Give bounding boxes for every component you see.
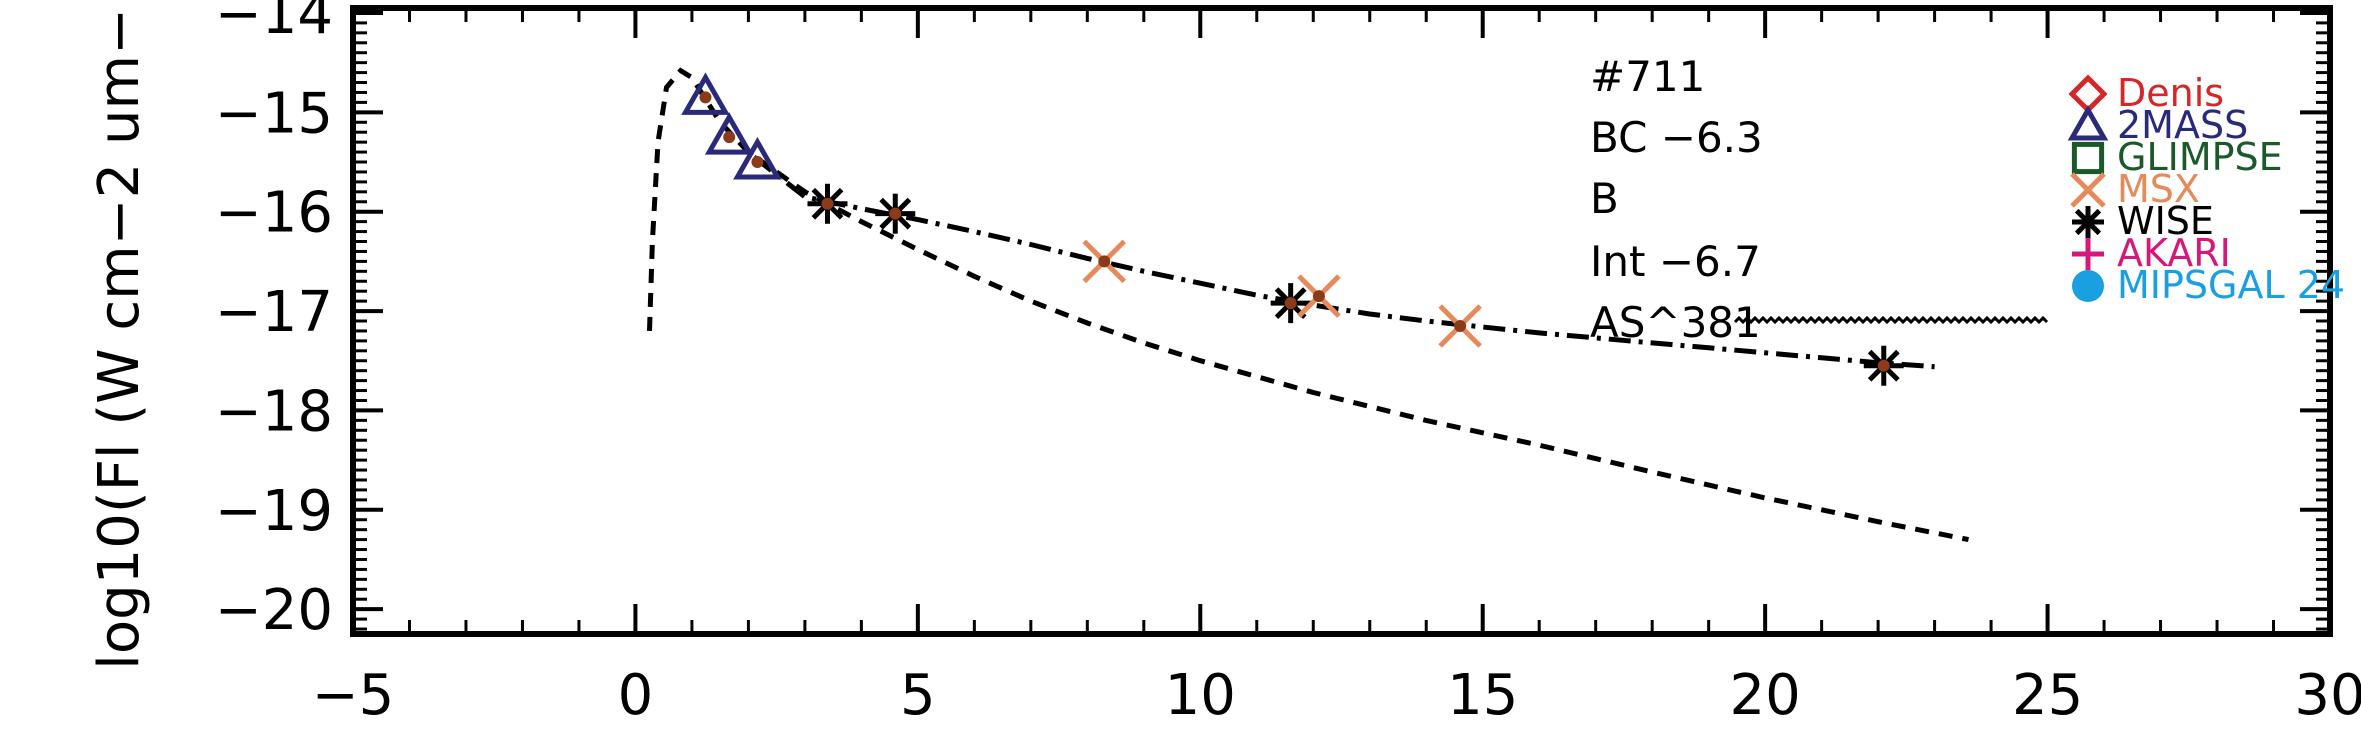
y-tick-label: −14 [215, 0, 333, 47]
legend-label: MIPSGAL 24 [2117, 263, 2345, 307]
data-point-dot [1454, 319, 1467, 332]
marks-layer [681, 72, 1904, 386]
marker-shape [733, 136, 782, 180]
legend-symbol-glimpse [2071, 141, 2105, 175]
legend-symbol-msx [2070, 172, 2106, 208]
data-point-dot [1877, 359, 1890, 372]
marker-shape [2067, 104, 2109, 141]
y-tick-label: −19 [215, 479, 333, 544]
data-point-dot [1098, 255, 1111, 268]
y-axis-label: log10(Fl (W cm−2 um− [87, 8, 152, 670]
marker-shape [2071, 141, 2105, 175]
marker-shape [704, 112, 754, 155]
data-point-dot [1284, 297, 1297, 310]
annotation-id: #711 [1590, 52, 1705, 101]
legend-label: GLIMPSE [2117, 135, 2283, 179]
data-point-dot [751, 156, 764, 169]
y-tick-label: −20 [215, 578, 333, 643]
legend-symbol-wise [2072, 206, 2104, 238]
annotation-squiggle [1733, 315, 2049, 325]
x-tick-label: 30 [2294, 663, 2361, 728]
legend-symbol-akari [2072, 238, 2104, 270]
annotation-bc: BC −6.3 [1590, 113, 1763, 162]
model-curve-dashed [647, 67, 1969, 543]
marker-shape [2070, 172, 2106, 208]
data-point-dot [699, 91, 712, 104]
data-point-dot [723, 131, 736, 144]
data-point-dot [889, 207, 902, 220]
legend-label: AKARI [2117, 231, 2231, 275]
data-point-2mass [681, 72, 730, 115]
data-point-dot [1312, 290, 1325, 303]
legend-label: Denis [2117, 71, 2224, 115]
legend-label: WISE [2117, 199, 2214, 243]
annotation-int: Int −6.7 [1590, 237, 1761, 286]
annotation-as: AS^381 [1590, 298, 1761, 347]
legend-label: MSX [2117, 167, 2200, 211]
y-tick-label: −18 [215, 379, 333, 444]
x-tick-label: 10 [1165, 663, 1236, 728]
y-tick-label: −17 [215, 280, 333, 345]
data-point-dot [821, 197, 834, 210]
data-point-2mass [704, 112, 754, 155]
x-tick-label: 20 [1730, 663, 1801, 728]
x-tick-label: 5 [900, 663, 936, 728]
x-tick-label: 15 [1447, 663, 1518, 728]
data-point-2mass [733, 136, 782, 180]
legend-symbol-mipsgal-24 [2072, 270, 2104, 302]
marker-shape [681, 72, 730, 115]
annotation-block: #711 BC −6.3 B Int −6.7 AS^381 [1590, 52, 2049, 347]
legend-label: 2MASS [2117, 103, 2248, 147]
x-tick-label: 0 [618, 663, 654, 728]
legend-symbol-2mass [2067, 104, 2109, 141]
marker-shape [2072, 270, 2104, 302]
marker-shape [2074, 208, 2102, 236]
y-tick-label: −16 [215, 181, 333, 246]
x-tick-label: −5 [312, 663, 395, 728]
annotation-class: B [1590, 174, 1619, 223]
curves-layer [647, 67, 1969, 543]
fit-curve-dashdot [752, 155, 1935, 370]
plot-frame [350, 5, 2333, 637]
x-tick-label: 25 [2012, 663, 2083, 728]
ticks-layer: −5 0 5 10 15 20 25 30 −20 −19 −18 −17 −16 −15 −14 [215, 0, 2361, 728]
y-tick-label: −15 [215, 81, 333, 146]
